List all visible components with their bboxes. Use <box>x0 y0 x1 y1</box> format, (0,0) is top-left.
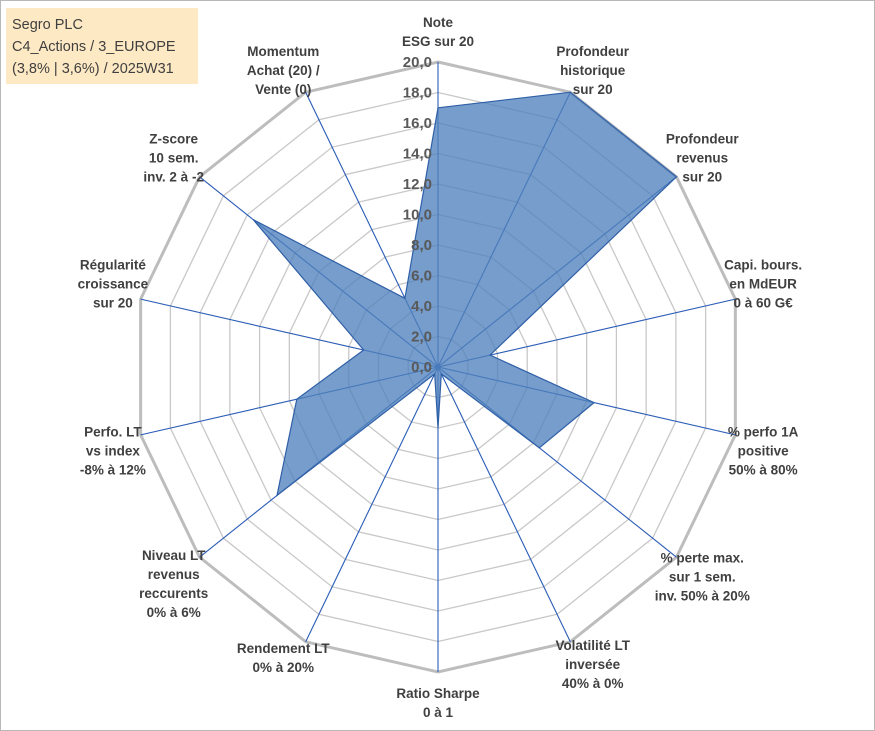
axis-labels: Note ESG sur 20 Profondeur historique sur 20… <box>78 15 802 720</box>
axis-label-line: reccurents <box>139 586 208 601</box>
axis-label-line: % perte max. <box>661 551 744 566</box>
axis-label: Profondeur historique sur 20 <box>556 44 629 97</box>
axis-label-line: Profondeur <box>666 131 739 146</box>
info-box: Segro PLC C4_Actions / 3_EUROPE (3,8% | … <box>6 8 198 84</box>
axis-label: % perte max. sur 1 sem. inv. 50% à 20% <box>655 551 750 604</box>
axis-label: Profondeur revenus sur 20 <box>666 131 739 184</box>
tick-label: 10,0 <box>403 207 432 224</box>
axis-label-line: sur 1 sem. <box>669 570 736 585</box>
series-area <box>252 91 678 497</box>
axis-label: Niveau LT revenus reccurents 0% à 6% <box>139 548 208 620</box>
axis-label-line: -8% à 12% <box>80 462 146 477</box>
axis-label-line: sur 20 <box>682 169 722 184</box>
axis-label: Z-score 10 sem. inv. 2 à -2 <box>143 131 204 184</box>
axis-label-line: Note <box>423 15 453 30</box>
axis-label-line: historique <box>560 63 626 78</box>
tick-label: 6,0 <box>411 268 432 285</box>
axis-label: Note ESG sur 20 <box>402 15 474 49</box>
axis-label-line: 50% à 80% <box>729 462 798 477</box>
tick-label: 12,0 <box>403 176 432 193</box>
axis-label-line: 0% à 20% <box>253 660 315 675</box>
axis-label-line: Vente (0) <box>255 82 311 97</box>
axis-label-line: 10 sem. <box>149 150 199 165</box>
axis-label-line: positive <box>738 443 790 458</box>
axis-label-line: Capi. bours. <box>724 258 802 273</box>
axis-label-line: Niveau LT <box>142 548 206 563</box>
axis-spoke-overlay <box>437 366 571 642</box>
axis-label: Momentum Achat (20) / Vente (0) <box>247 44 320 97</box>
axis-label-line: ESG sur 20 <box>402 34 474 49</box>
axis-label-line: 0 à 60 G€ <box>733 296 793 311</box>
axis-label: Capi. bours. en MdEUR 0 à 60 G€ <box>724 258 802 311</box>
axis-label: Ratio Sharpe 0 à 1 <box>396 686 480 720</box>
axis-label-line: sur 20 <box>93 296 133 311</box>
axis-label-line: inv. 50% à 20% <box>655 589 750 604</box>
period-label: (3,8% | 3,6%) / 2025W31 <box>12 61 174 77</box>
axis-label-line: 40% à 0% <box>562 676 624 691</box>
axis-label-line: revenus <box>148 567 200 582</box>
tick-labels: 0,0 2,0 4,0 6,0 8,0 10,0 12,0 14,0 16,0 18,0 20,0 <box>403 54 432 376</box>
axis-label-line: croissance <box>78 277 149 292</box>
axis-label-line: 0 à 1 <box>423 705 454 720</box>
axis-label-line: vs index <box>86 443 141 458</box>
axis-label-line: Achat (20) / <box>247 63 320 78</box>
axis-label-line: revenus <box>676 150 728 165</box>
tick-label: 0,0 <box>411 359 432 376</box>
axis-label-line: Z-score <box>149 131 198 146</box>
axis-label-line: Ratio Sharpe <box>396 686 480 701</box>
axis-label-line: sur 20 <box>573 82 613 97</box>
axis-label-line: % perfo 1A <box>728 424 799 439</box>
tick-label: 16,0 <box>403 115 432 132</box>
tick-label: 8,0 <box>411 237 432 254</box>
axis-label-line: Volatilité LT <box>555 638 630 653</box>
axis-label-line: inv. 2 à -2 <box>143 169 204 184</box>
tick-label: 20,0 <box>403 54 432 71</box>
axis-label: Volatilité LT inversée 40% à 0% <box>555 638 630 691</box>
axis-label-line: Perfo. LT <box>84 424 142 439</box>
axis-label: Perfo. LT vs index -8% à 12% <box>80 424 146 477</box>
company-name: Segro PLC <box>12 17 83 33</box>
axis-label-line: Rendement LT <box>237 641 331 656</box>
axis-label: Régularité croissance sur 20 <box>78 258 149 311</box>
tick-label: 4,0 <box>411 298 432 315</box>
tick-label: 14,0 <box>403 146 432 163</box>
axis-spoke-overlay <box>305 366 439 642</box>
axis-label-line: inversée <box>565 657 620 672</box>
axis-label: Rendement LT 0% à 20% <box>237 641 331 675</box>
axis-label-line: Momentum <box>247 44 319 59</box>
tick-label: 18,0 <box>403 85 432 102</box>
tick-label: 2,0 <box>411 329 432 346</box>
axis-label: % perfo 1A positive 50% à 80% <box>728 424 799 477</box>
axis-label-line: 0% à 6% <box>147 605 201 620</box>
axis-label-line: Profondeur <box>556 44 629 59</box>
axis-label-line: en MdEUR <box>729 277 797 292</box>
axis-label-line: Régularité <box>80 258 147 273</box>
category-label: C4_Actions / 3_EUROPE <box>12 39 176 55</box>
